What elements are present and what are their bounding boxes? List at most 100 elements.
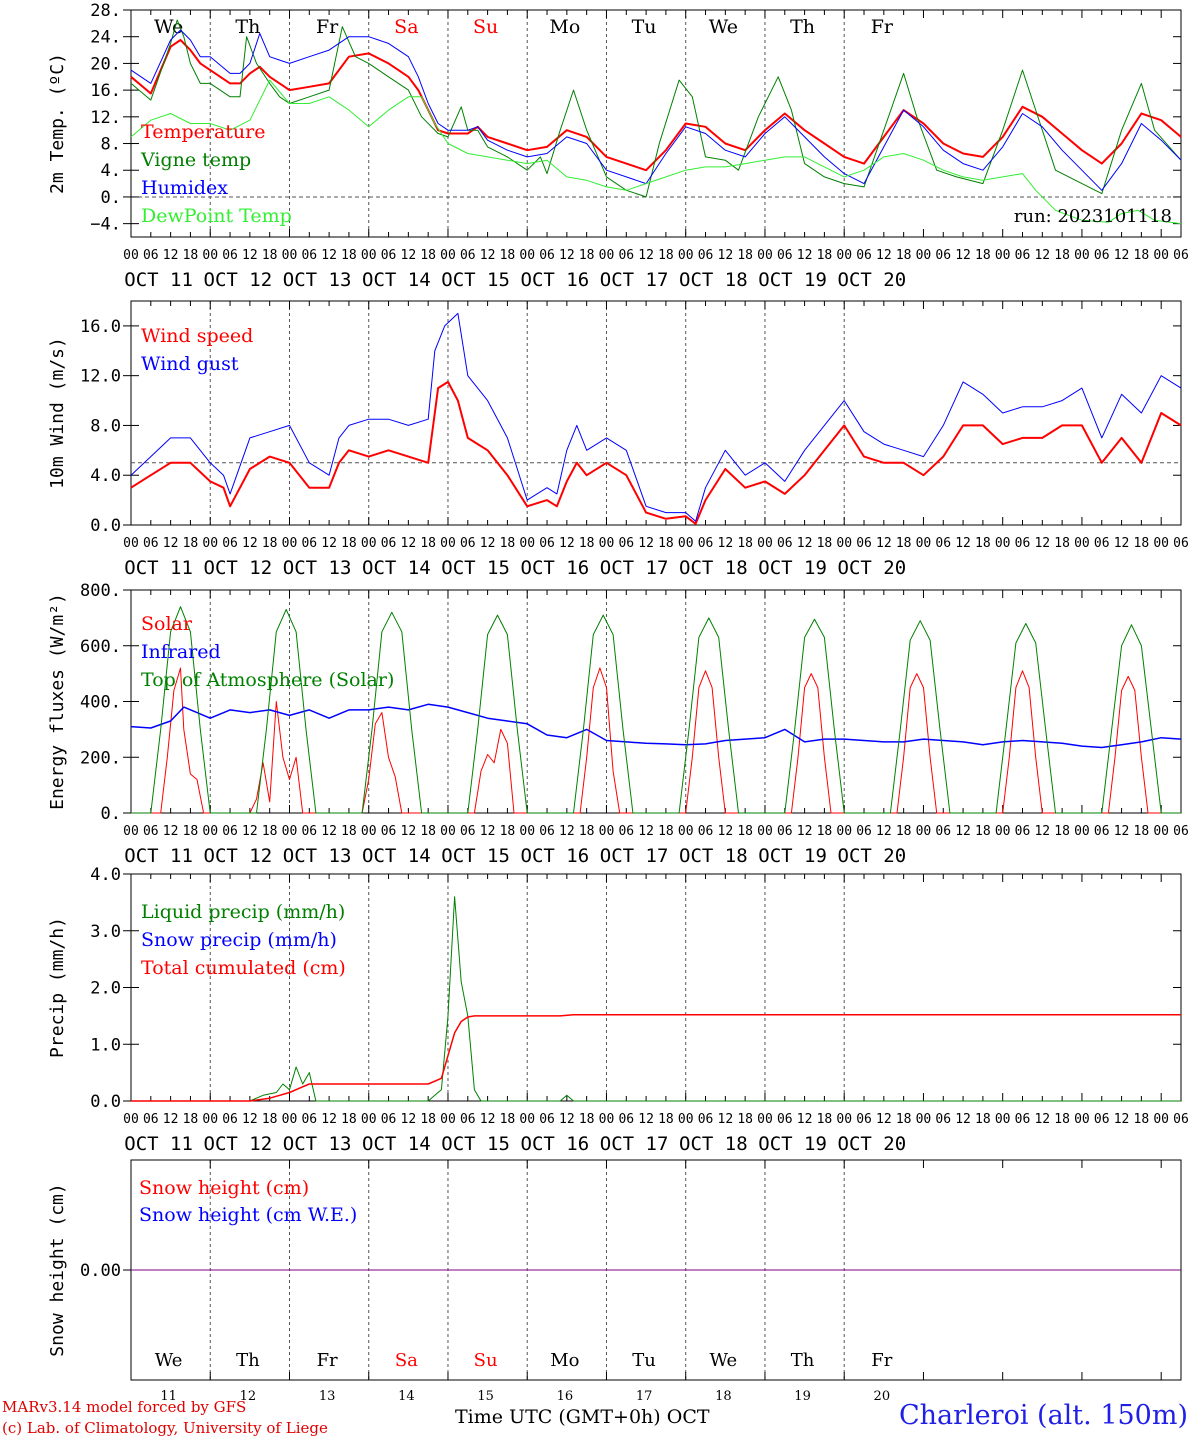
hour-label: 00 <box>440 824 456 839</box>
hour-label: 18 <box>341 824 357 839</box>
hour-label: 18 <box>817 1112 833 1127</box>
weekday-label: We <box>709 16 738 38</box>
series-line-1 <box>131 667 1181 814</box>
hour-label: 06 <box>460 824 476 839</box>
hour-label: 12 <box>401 1112 417 1127</box>
legend-entry: Temperature <box>141 121 265 143</box>
hour-label: 18 <box>579 536 595 551</box>
y-tick-label: 16.0 <box>80 317 121 337</box>
date-label: OCT 19 <box>758 557 827 579</box>
y-axis-label: Snow height (cm) <box>47 1183 68 1356</box>
hour-label: 12 <box>401 248 417 263</box>
hour-label: 06 <box>618 248 634 263</box>
hour-label: 18 <box>975 536 991 551</box>
hour-label: 18 <box>183 248 199 263</box>
weekday-label: Th <box>235 16 260 38</box>
y-axis-label: Energy fluxes (W/m²) <box>47 593 68 810</box>
hour-label: 06 <box>460 248 476 263</box>
day-number-label: 20 <box>874 1389 891 1404</box>
hour-label: 00 <box>995 1112 1011 1127</box>
hour-label: 06 <box>698 248 714 263</box>
hour-label: 12 <box>401 536 417 551</box>
series-line-1 <box>131 896 1181 1102</box>
panel-3: 0. 200. 400. 600. 800. Energy fluxes (W/m²) 00… <box>47 581 1189 867</box>
legend-entry: DewPoint Temp <box>141 205 292 227</box>
legend-entry: Infrared <box>141 641 221 663</box>
date-label: OCT 15 <box>441 269 510 291</box>
weekday-label: Su <box>473 16 498 38</box>
hour-label: 12 <box>955 248 971 263</box>
credit-lab: (c) Lab. of Climatology, University of L… <box>2 1419 328 1437</box>
hour-label: 06 <box>618 536 634 551</box>
hour-label: 06 <box>222 248 238 263</box>
date-label: OCT 16 <box>521 269 590 291</box>
hour-label: 12 <box>797 824 813 839</box>
date-label: OCT 11 <box>124 845 193 867</box>
hour-label: 00 <box>123 1112 139 1127</box>
hour-label: 18 <box>817 248 833 263</box>
hour-label: 00 <box>1074 824 1090 839</box>
date-label: OCT 12 <box>204 845 273 867</box>
hour-label: 12 <box>163 824 179 839</box>
hour-label: 12 <box>1034 536 1050 551</box>
y-tick-label: 28. <box>90 1 121 21</box>
hour-label: 00 <box>1153 824 1169 839</box>
hour-label: 06 <box>777 1112 793 1127</box>
hour-label: 18 <box>420 536 436 551</box>
hour-label: 18 <box>183 536 199 551</box>
hour-label: 06 <box>460 536 476 551</box>
hour-label: 00 <box>202 824 218 839</box>
hour-label: 06 <box>539 536 555 551</box>
weekday-label: Su <box>474 1350 498 1371</box>
hour-label: 18 <box>262 824 278 839</box>
hour-label: 06 <box>856 824 872 839</box>
hour-label: 12 <box>480 536 496 551</box>
hour-label: 06 <box>856 1112 872 1127</box>
series-line-2 <box>130 703 1182 749</box>
series-line-2 <box>130 312 1182 522</box>
hour-label: 06 <box>381 248 397 263</box>
hour-label: 00 <box>123 824 139 839</box>
hour-label: 06 <box>1094 1112 1110 1127</box>
hour-label: 12 <box>559 1112 575 1127</box>
hour-label: 00 <box>757 1112 773 1127</box>
hour-label: 06 <box>698 536 714 551</box>
hour-label: 00 <box>282 1112 298 1127</box>
day-number-label: 15 <box>477 1389 494 1404</box>
hour-label: 18 <box>896 824 912 839</box>
y-tick-label: 0. <box>101 804 121 824</box>
date-label: OCT 11 <box>124 269 193 291</box>
date-label: OCT 16 <box>521 1133 590 1155</box>
hour-label: 12 <box>163 1112 179 1127</box>
hour-label: 00 <box>599 536 615 551</box>
hour-label: 12 <box>638 824 654 839</box>
weekday-label: We <box>709 1350 737 1371</box>
legend-entry: Total cumulated (cm) <box>141 957 346 979</box>
hour-label: 00 <box>916 1112 932 1127</box>
hour-label: 00 <box>519 1112 535 1127</box>
hour-label: 12 <box>1114 1112 1130 1127</box>
hour-label: 00 <box>995 248 1011 263</box>
date-label: OCT 16 <box>521 845 590 867</box>
hour-label: 00 <box>1074 248 1090 263</box>
hour-label: 18 <box>183 1112 199 1127</box>
series-line-2 <box>130 19 1182 198</box>
hour-label: 12 <box>480 824 496 839</box>
hour-label: 00 <box>1153 248 1169 263</box>
hour-label: 12 <box>559 536 575 551</box>
hour-label: 18 <box>817 536 833 551</box>
x-axis-month: OCT <box>666 1406 710 1428</box>
y-tick-label: 600. <box>80 637 121 657</box>
hour-label: 06 <box>1173 824 1189 839</box>
hour-label: 12 <box>401 824 417 839</box>
credit-model: MARv3.14 model forced by GFS <box>2 1398 247 1416</box>
hour-label: 18 <box>183 824 199 839</box>
hour-label: 00 <box>757 248 773 263</box>
hour-label: 12 <box>242 536 258 551</box>
hour-label: 06 <box>301 248 317 263</box>
hour-label: 00 <box>678 536 694 551</box>
date-label: OCT 11 <box>124 557 193 579</box>
legend-entry: Vigne temp <box>140 149 251 171</box>
hour-label: 12 <box>1034 248 1050 263</box>
weekday-label: Fr <box>317 1350 338 1371</box>
